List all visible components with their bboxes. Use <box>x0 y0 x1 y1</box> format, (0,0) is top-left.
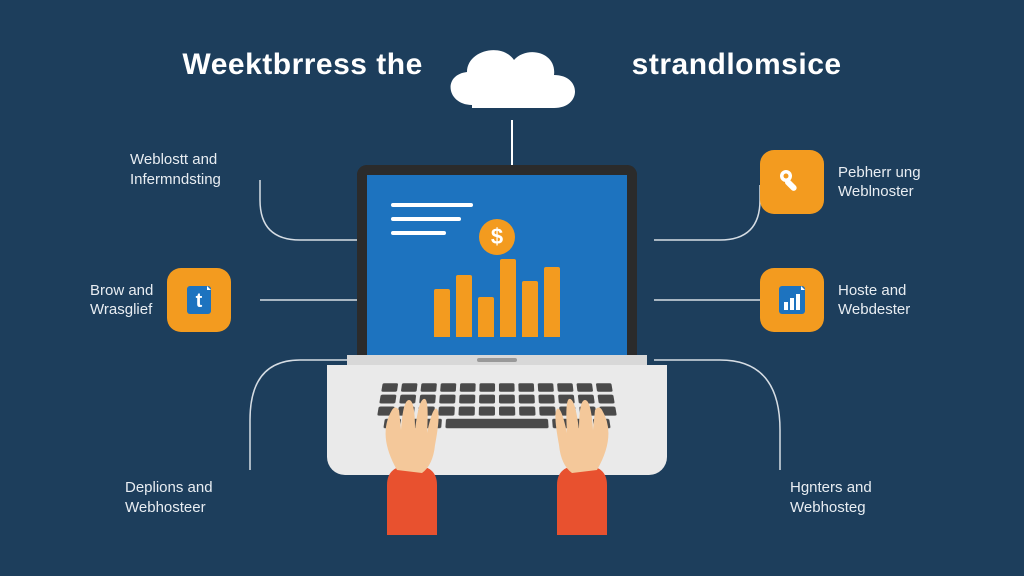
node-right-mid: Hoste and Webdester <box>760 268 910 332</box>
laptop: $ <box>357 165 667 475</box>
laptop-base <box>327 365 667 475</box>
laptop-screen: $ <box>367 175 627 355</box>
node-left-top: Weblostt and Infermndsting <box>130 150 221 189</box>
right-hand-icon <box>537 375 627 535</box>
node-right-bottom: Hgnters and Webhosteg <box>790 478 872 517</box>
screen-text-lines <box>391 203 473 245</box>
node-label: Brow and Wrasglief <box>90 281 153 320</box>
bar-chart-icon <box>760 268 824 332</box>
cloud-connector-line <box>511 120 513 170</box>
node-label: Weblostt and Infermndsting <box>130 150 221 189</box>
infographic-canvas: Weektbrress the strandlomsice <box>0 0 1024 576</box>
title-right: strandlomsice <box>632 48 842 82</box>
dollar-icon: $ <box>479 219 515 255</box>
laptop-bezel: $ <box>357 165 637 355</box>
svg-text:t: t <box>196 290 203 312</box>
node-left-bottom: Deplions and Webhosteer <box>125 478 213 517</box>
screen-bar-chart <box>434 259 560 337</box>
node-left-mid: t Brow and Wrasglief <box>90 268 231 332</box>
wrench-icon <box>760 150 824 214</box>
node-label: Pebherr ung Weblnoster <box>838 163 921 202</box>
node-label: Deplions and Webhosteer <box>125 478 213 517</box>
laptop-hinge <box>347 355 647 365</box>
left-hand-icon <box>367 375 457 535</box>
dollar-symbol: $ <box>491 224 503 250</box>
letter-t-icon: t <box>167 268 231 332</box>
title-left: Weektbrress the <box>182 48 422 82</box>
node-label: Hoste and Webdester <box>838 281 910 320</box>
node-right-top: Pebherr ung Weblnoster <box>760 150 921 214</box>
node-label: Hgnters and Webhosteg <box>790 478 872 517</box>
